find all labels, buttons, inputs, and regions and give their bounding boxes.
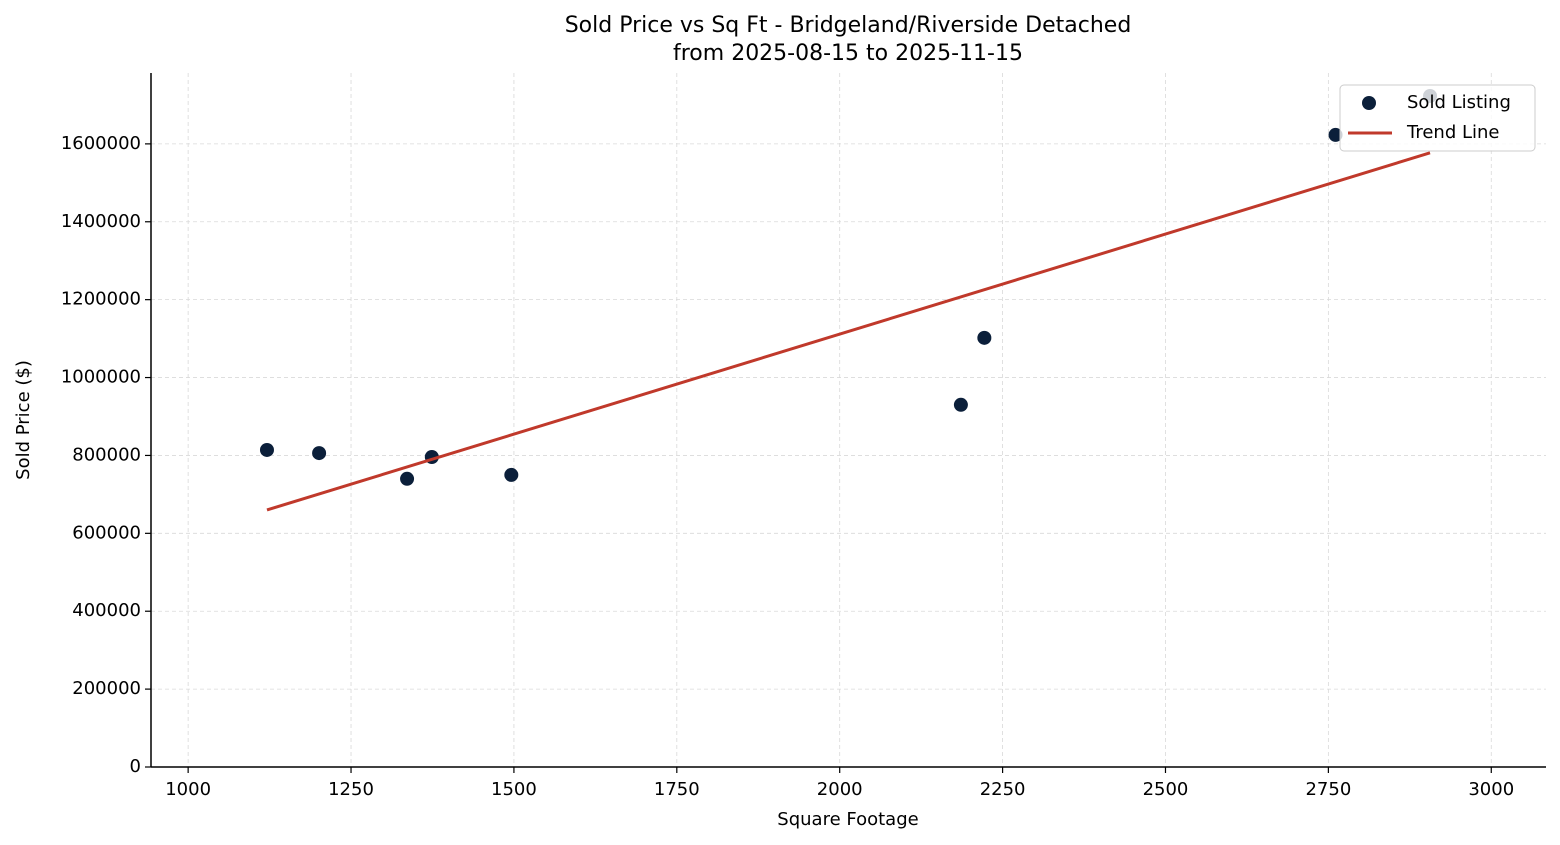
point — [400, 471, 415, 486]
y-tick-label: 1600000 — [61, 133, 141, 154]
x-tick-label: 1750 — [654, 779, 700, 800]
legend-label: Sold Listing — [1407, 92, 1511, 113]
point — [312, 446, 327, 461]
point — [977, 330, 992, 345]
chart-title: Sold Price vs Sq Ft - Bridgeland/Riversi… — [565, 13, 1132, 38]
y-tick-label: 1200000 — [61, 289, 141, 310]
legend-marker — [1362, 96, 1376, 110]
x-tick-label: 2750 — [1305, 779, 1351, 800]
point — [504, 467, 519, 482]
y-tick-label: 800000 — [72, 444, 141, 465]
trend-line — [266, 151, 1431, 512]
y-tick-label: 400000 — [72, 600, 141, 621]
x-tick-label: 3000 — [1468, 779, 1514, 800]
point — [259, 442, 274, 457]
y-tick-label: 200000 — [72, 678, 141, 699]
x-tick-label: 1500 — [491, 779, 537, 800]
y-tick-label: 1000000 — [61, 367, 141, 388]
chart-subtitle: from 2025-08-15 to 2025-11-15 — [673, 41, 1023, 66]
x-tick-label: 1250 — [328, 779, 374, 800]
point — [953, 397, 968, 412]
y-tick-label: 0 — [130, 756, 141, 777]
x-tick-label: 2000 — [817, 779, 863, 800]
x-axis-label: Square Footage — [777, 809, 918, 830]
legend-label: Trend Line — [1406, 122, 1500, 143]
point — [1328, 127, 1343, 142]
y-axis-label: Sold Price ($) — [13, 360, 34, 480]
x-tick-label: 2250 — [980, 779, 1026, 800]
x-tick-label: 1000 — [165, 779, 211, 800]
x-tick-label: 2500 — [1143, 779, 1189, 800]
y-tick-label: 600000 — [72, 522, 141, 543]
y-tick-label: 1400000 — [61, 211, 141, 232]
